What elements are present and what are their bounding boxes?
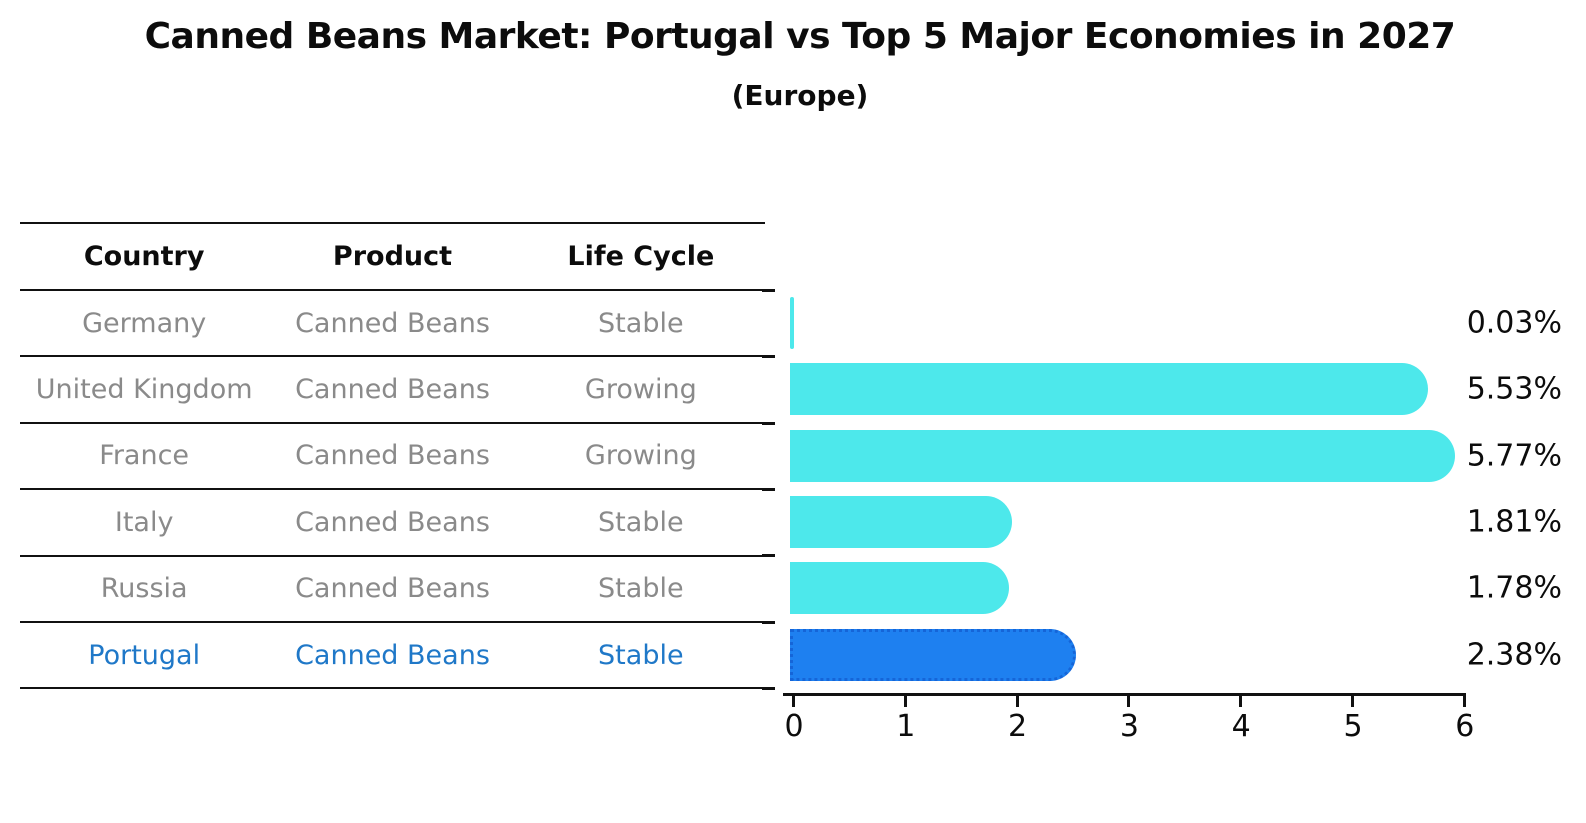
y-axis-tick [762, 421, 775, 425]
bar [790, 429, 1456, 482]
chart-title: Canned Beans Market: Portugal vs Top 5 M… [144, 16, 1456, 57]
table-row: United Kingdom Canned Beans Growing [20, 357, 765, 424]
x-axis-tick [1239, 696, 1243, 707]
bar [790, 562, 1010, 615]
product-cell: Canned Beans [295, 506, 490, 538]
bar [790, 297, 795, 349]
country-cell: Portugal [88, 639, 201, 671]
x-axis-tick [792, 696, 795, 707]
value-label: 1.81% [1466, 504, 1562, 540]
table-row: Italy Canned Beans Stable [20, 490, 765, 557]
bar-row: 5.53% [790, 356, 1562, 422]
table-row: France Canned Beans Growing [20, 424, 765, 491]
y-axis-tick [762, 289, 775, 292]
country-info-table: Country Product Life Cycle Germany Canne… [20, 222, 765, 690]
x-axis-tick-label: 4 [1231, 709, 1251, 744]
x-axis-tick [1462, 696, 1466, 707]
bar-row: 1.81% [790, 489, 1562, 555]
bar-row: 5.77% [790, 423, 1562, 489]
bar-highlighted [790, 628, 1077, 681]
country-cell: Germany [82, 307, 207, 339]
x-axis-tick-label: 6 [1455, 709, 1475, 744]
x-axis-tick-label: 2 [1008, 709, 1028, 744]
product-cell: Canned Beans [295, 307, 490, 339]
column-header-product: Product [332, 241, 453, 272]
column-header-life-cycle: Life Cycle [567, 241, 715, 272]
life-cycle-cell: Growing [584, 440, 697, 472]
country-cell: Russia [100, 573, 188, 605]
x-axis-tick-label: 0 [784, 709, 804, 744]
x-axis-tick [1127, 696, 1131, 707]
table-row: Russia Canned Beans Stable [20, 557, 765, 623]
y-axis-tick [762, 686, 775, 690]
x-axis-tick-label: 1 [896, 709, 916, 744]
y-axis-tick [762, 355, 775, 359]
table-row-highlighted: Portugal Canned Beans Stable [20, 623, 765, 690]
bar-row-highlighted: 2.38% [790, 622, 1562, 688]
value-label: 1.78% [1466, 570, 1562, 606]
column-header-country: Country [83, 241, 205, 272]
life-cycle-cell: Stable [598, 506, 684, 538]
table-row: Germany Canned Beans Stable [20, 291, 765, 358]
value-label: 5.77% [1466, 438, 1562, 474]
value-label: 5.53% [1466, 371, 1562, 407]
product-cell: Canned Beans [295, 440, 490, 472]
y-axis-tick [762, 620, 775, 624]
life-cycle-cell: Stable [598, 307, 684, 339]
x-axis-tick [1351, 696, 1354, 707]
y-axis-tick [762, 487, 775, 491]
table-header-row: Country Product Life Cycle [20, 224, 765, 291]
x-axis-tick [903, 696, 907, 707]
bar [790, 363, 1429, 416]
country-cell: Italy [114, 506, 174, 538]
country-cell: United Kingdom [35, 374, 253, 406]
x-axis-tick-label: 5 [1343, 709, 1363, 744]
y-axis-tick [762, 554, 775, 558]
product-cell: Canned Beans [295, 639, 490, 671]
x-axis-line [783, 693, 1466, 696]
life-cycle-cell: Growing [584, 374, 697, 406]
bar-row: 0.03% [790, 290, 1562, 356]
value-label: 0.03% [1466, 305, 1562, 341]
life-cycle-cell: Stable [598, 639, 684, 671]
product-cell: Canned Beans [295, 374, 490, 406]
chart-subtitle: (Europe) [731, 79, 869, 112]
x-axis-tick [1015, 696, 1019, 707]
bar-chart-plot-area: 0.03% 5.53% 5.77% 1.81% 1.78% 2.38% [762, 289, 1562, 744]
country-cell: France [99, 440, 190, 472]
x-axis-tick-label: 3 [1119, 709, 1139, 744]
product-cell: Canned Beans [295, 573, 490, 605]
value-label: 2.38% [1466, 637, 1562, 673]
life-cycle-cell: Stable [598, 573, 684, 605]
bar-row: 1.78% [790, 555, 1562, 621]
bar [790, 495, 1013, 548]
